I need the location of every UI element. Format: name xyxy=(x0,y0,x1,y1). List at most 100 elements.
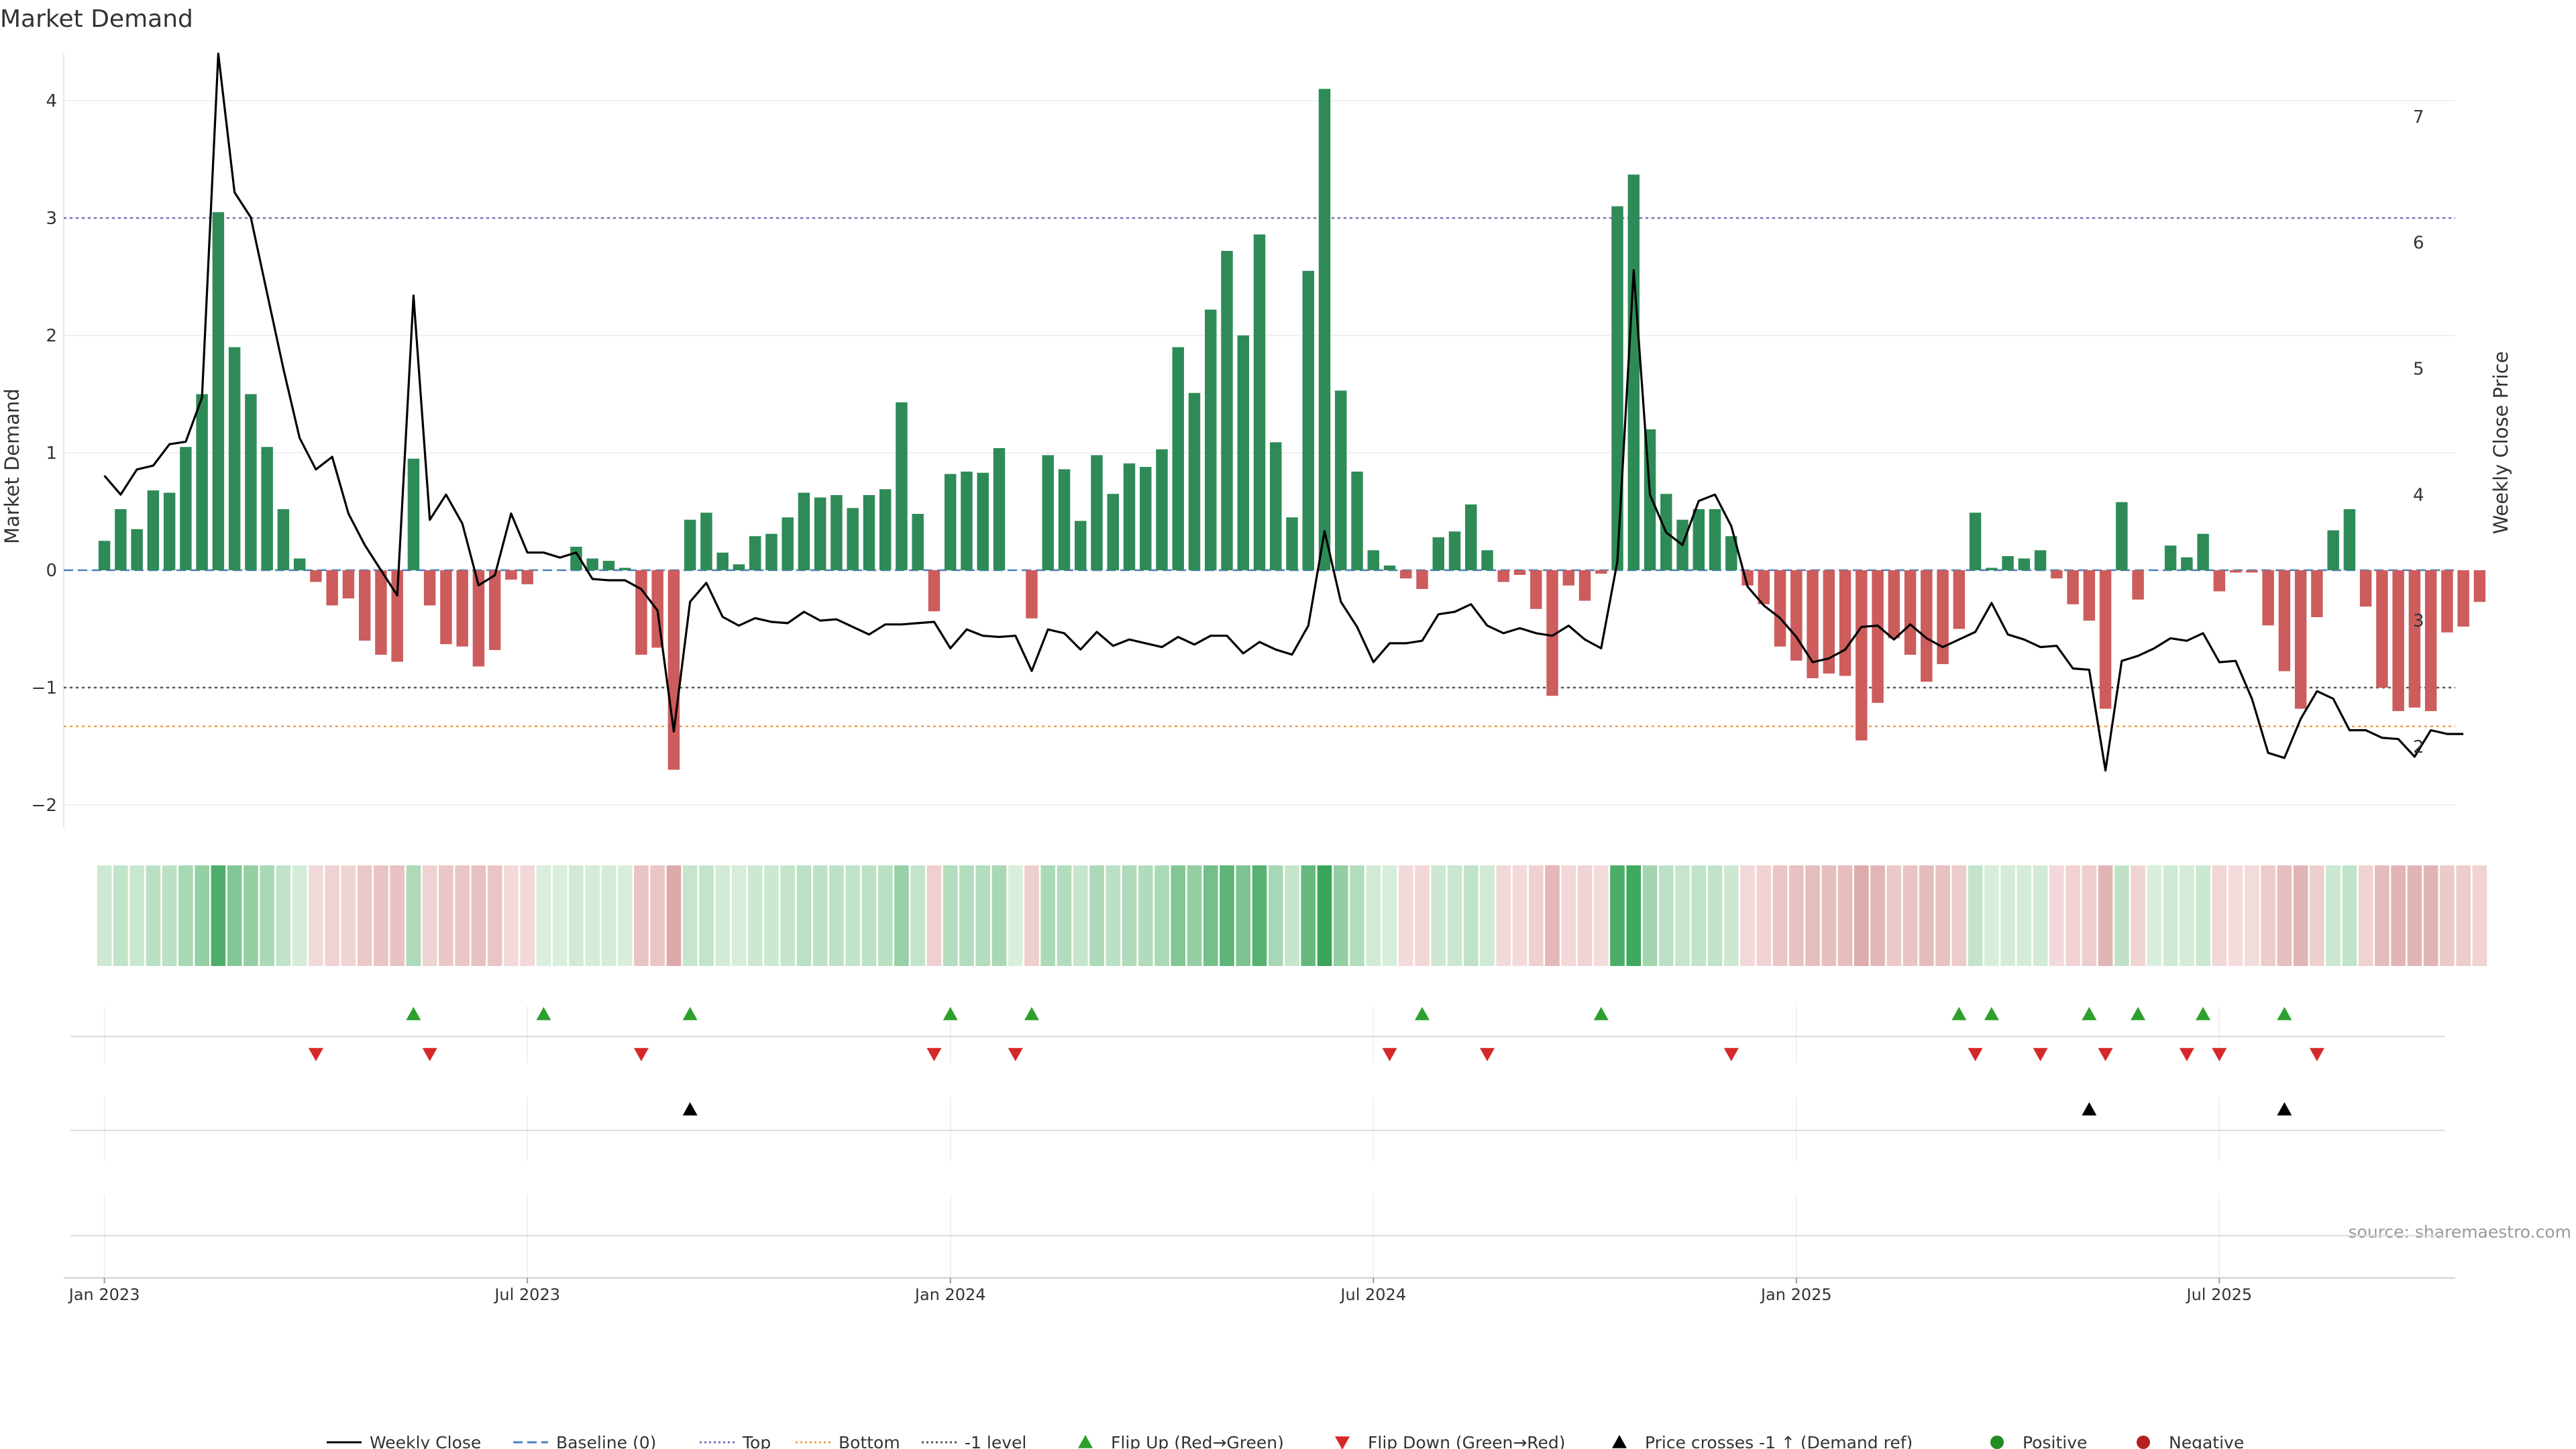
heat-cell xyxy=(1951,865,1967,966)
demand-bar xyxy=(2181,557,2193,570)
heat-cell xyxy=(1415,865,1430,966)
flip-down-marker xyxy=(2098,1048,2113,1061)
legend-triangle-down xyxy=(1335,1436,1350,1449)
flip-up-marker xyxy=(2082,1007,2097,1020)
heat-cell xyxy=(1220,865,1234,966)
demand-bar xyxy=(1286,517,1298,570)
heat-cell xyxy=(1528,865,1544,966)
demand-bar xyxy=(1693,509,1705,570)
heat-cell xyxy=(1870,865,1885,966)
heat-cell xyxy=(2065,865,2080,966)
heat-cell xyxy=(731,865,747,966)
demand-bar xyxy=(1383,566,1396,570)
flip-up-marker xyxy=(1024,1007,1039,1020)
demand-bar xyxy=(131,529,143,570)
legend-label: Baseline (0) xyxy=(556,1433,656,1449)
demand-bar xyxy=(1107,494,1119,570)
demand-bar xyxy=(1790,570,1803,661)
flip-up-marker xyxy=(2277,1007,2292,1020)
heat-cell xyxy=(1984,865,1999,966)
heat-cell xyxy=(569,865,584,966)
heat-cell xyxy=(357,865,372,966)
legend-item: Top xyxy=(700,1433,771,1449)
heat-cell xyxy=(2472,865,2487,966)
demand-bar xyxy=(2164,545,2177,570)
flip-down-marker xyxy=(633,1048,649,1061)
heat-cell xyxy=(1155,865,1169,966)
heat-cell xyxy=(829,865,844,966)
axis-tick-labels: −2 −1 0 1 2 3 4 2 3 4 5 6 7 xyxy=(32,91,2424,816)
heat-cell xyxy=(2277,865,2292,966)
demand-bar xyxy=(440,570,452,645)
heat-cell xyxy=(2212,865,2227,966)
legend-triangle-up xyxy=(1612,1435,1627,1448)
demand-bar xyxy=(1969,513,1982,570)
x-tick-label: Jan 2024 xyxy=(914,1285,986,1304)
heat-cell xyxy=(471,865,486,966)
demand-bar xyxy=(961,472,973,570)
heat-cell xyxy=(1333,865,1348,966)
demand-bar xyxy=(1237,335,1249,570)
demand-bar xyxy=(879,489,892,570)
demand-bar xyxy=(602,561,615,570)
demand-bar xyxy=(782,517,794,570)
demand-bar xyxy=(1839,570,1851,676)
heat-cell xyxy=(1171,865,1186,966)
heat-cell xyxy=(1024,865,1039,966)
legend-item: Flip Down (Green→Red) xyxy=(1335,1433,1566,1449)
y2-tick-label: 2 xyxy=(2413,737,2424,757)
demand-bar xyxy=(1758,570,1770,604)
y-tick-label: −1 xyxy=(32,678,57,698)
demand-bar xyxy=(423,570,436,606)
demand-bar xyxy=(391,570,403,662)
heat-cell xyxy=(1886,865,1902,966)
flip-down-marker xyxy=(2033,1048,2048,1061)
heat-cell xyxy=(325,865,339,966)
demand-bar xyxy=(1611,206,1623,570)
heat-cell xyxy=(97,865,112,966)
legend-label: Positive xyxy=(2023,1433,2087,1449)
demand-bar xyxy=(1188,392,1201,570)
flip-down-marker xyxy=(1968,1048,1983,1061)
heat-cell xyxy=(1821,865,1837,966)
heat-cell xyxy=(1545,865,1560,966)
heat-cell xyxy=(1138,865,1153,966)
y-tick-label: 4 xyxy=(46,91,57,111)
demand-bar xyxy=(98,541,111,570)
demand-bar xyxy=(1026,570,1038,619)
demand-bar xyxy=(1302,270,1314,570)
x-tick-label: Jan 2025 xyxy=(1760,1285,1832,1304)
legend-label: Negative xyxy=(2169,1433,2244,1449)
demand-bar xyxy=(1953,570,1966,629)
demand-bar xyxy=(2002,556,2014,570)
demand-bar xyxy=(667,570,680,770)
demand-bar xyxy=(1367,550,1379,570)
heat-cell xyxy=(1854,865,1869,966)
heat-cell xyxy=(292,865,307,966)
y2-tick-label: 6 xyxy=(2413,233,2424,254)
heat-cell xyxy=(2180,865,2194,966)
heat-cell xyxy=(439,865,453,966)
heat-cell xyxy=(2293,865,2308,966)
heat-cell xyxy=(1398,865,1413,966)
demand-bar xyxy=(2473,570,2486,602)
demand-bar xyxy=(196,394,208,570)
demand-bar xyxy=(2083,570,2096,621)
demand-bar xyxy=(896,402,908,570)
heat-cell xyxy=(1236,865,1251,966)
flip-down-marker xyxy=(1382,1048,1397,1061)
heat-cell xyxy=(2147,865,2162,966)
flip-up-marker xyxy=(682,1007,698,1020)
price-cross-marker xyxy=(2277,1102,2292,1116)
heat-cell xyxy=(113,865,128,966)
legend-item: -1 level xyxy=(922,1433,1026,1449)
demand-bar xyxy=(163,492,176,570)
heat-cell xyxy=(1658,865,1674,966)
demand-bar xyxy=(1627,174,1640,570)
demand-bar xyxy=(2034,550,2047,570)
demand-bar xyxy=(863,495,875,570)
heat-cell xyxy=(877,865,893,966)
heat-cell xyxy=(2456,865,2471,966)
